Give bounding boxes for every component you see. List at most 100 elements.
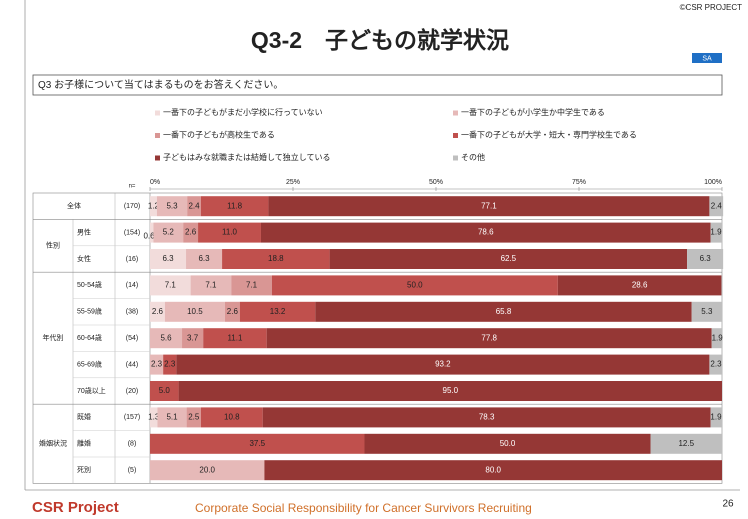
value-label: 1.3 (148, 413, 160, 422)
legend-swatch (155, 133, 160, 138)
bar-segment (150, 460, 265, 481)
value-label: 50.0 (407, 281, 423, 290)
value-label: 2.4 (711, 201, 723, 210)
value-label: 0.6 (143, 232, 155, 241)
bar-segment (182, 328, 204, 349)
chart: 一番下の子どもがまだ小学校に行っていない 一番下の子どもが小学生か中学生である一番… (32, 107, 724, 484)
n-label: (44) (126, 361, 138, 368)
question: Q3 お子様について当てはまるものをお答えください。 (38, 78, 283, 91)
bar-segment (231, 275, 272, 296)
value-label: 2.6 (152, 307, 164, 316)
value-label: 10.5 (187, 307, 203, 316)
row-label: 男性 (77, 227, 91, 236)
row-label: 死別 (77, 465, 91, 474)
bar-segment (153, 222, 184, 243)
row-label: 60-64歳 (77, 333, 102, 342)
n-label: (8) (128, 441, 137, 448)
bar-segment (266, 328, 712, 349)
row-label: 50-54歳 (77, 280, 102, 289)
copyright: ©CSR PROJECT (680, 3, 742, 12)
bar-segment (186, 249, 223, 269)
value-label: 95.0 (443, 386, 459, 395)
value-label: 77.8 (481, 333, 497, 342)
bar-segment (150, 301, 165, 322)
x-tick-label: 25% (286, 179, 300, 186)
tagline: Corporate Social Responsibility for Canc… (195, 501, 532, 515)
slide-title: Q3-2 子どもの就学状況 (251, 27, 509, 53)
n-label: (5) (128, 467, 137, 474)
row-label: 55-59歳 (77, 307, 102, 316)
bar-segment (150, 249, 187, 269)
value-label: 10.8 (224, 413, 240, 422)
bar-segment (150, 196, 157, 217)
bar-segment (156, 196, 188, 217)
bar-segment (200, 196, 269, 217)
value-label: 1.9 (710, 228, 722, 237)
bar-segment (150, 407, 158, 428)
bar-segment (190, 275, 232, 296)
value-label: 20.0 (199, 465, 215, 474)
group-label: 婚姻状況 (39, 439, 67, 448)
bar-segment (709, 196, 724, 217)
value-label: 1.2 (148, 201, 160, 210)
value-label: 5.1 (166, 413, 178, 422)
bar-segment (687, 249, 724, 269)
bar-segment (650, 433, 722, 454)
legend-label: その他 (461, 152, 485, 162)
n-label: (54) (126, 335, 138, 342)
bar-segment (711, 328, 723, 349)
bar-segment (150, 275, 191, 296)
legend-swatch (453, 133, 458, 138)
legend-label: 子どもはみな就職または結婚して独立している (163, 152, 331, 162)
legend-label: 一番下の子どもが小学生か中学生である (461, 107, 605, 117)
n-label: (38) (126, 309, 138, 316)
x-tick-label: 0% (150, 179, 160, 186)
bar-segment (186, 407, 201, 428)
bar-segment (163, 354, 177, 375)
row-label: 全体 (67, 201, 81, 210)
logo: CSR Project (32, 499, 119, 516)
bar-segment (198, 222, 261, 243)
n-header: n= (129, 184, 136, 190)
value-label: 11.0 (222, 228, 238, 237)
value-label: 50.0 (500, 439, 516, 448)
n-label: (14) (126, 282, 138, 289)
row-label: 離婚 (77, 439, 91, 448)
value-label: 2.5 (188, 413, 200, 422)
value-label: 3.7 (187, 333, 199, 342)
bar-segment (222, 249, 330, 269)
value-label: 37.5 (249, 439, 265, 448)
value-label: 78.6 (478, 228, 494, 237)
value-label: 2.4 (188, 201, 200, 210)
value-label: 5.3 (166, 201, 178, 210)
value-label: 5.3 (701, 307, 713, 316)
bar-segment (176, 354, 710, 375)
bar-segment (150, 433, 365, 454)
legend-swatch (453, 155, 458, 161)
n-label: (154) (124, 229, 140, 236)
bar-segment (264, 460, 722, 481)
bar-segment (268, 196, 710, 217)
bar-segment (364, 433, 651, 454)
value-label: 65.8 (496, 307, 512, 316)
question-box (32, 74, 723, 96)
bar-segment (157, 407, 187, 428)
bar-segment (271, 275, 558, 296)
value-label: 11.8 (227, 201, 243, 210)
bar-segment (710, 407, 722, 428)
bar-segment (710, 222, 722, 243)
row-label: 女性 (77, 254, 91, 263)
value-label: 6.3 (198, 254, 210, 263)
value-label: 78.3 (479, 413, 495, 422)
value-label: 1.9 (710, 413, 722, 422)
page-number: 26 (722, 499, 734, 510)
value-label: 28.6 (632, 281, 648, 290)
bar-segment (178, 381, 723, 401)
value-label: 5.0 (159, 386, 171, 395)
value-label: 6.3 (700, 254, 712, 263)
legend-label: 一番下の子どもがまだ小学校に行っていない (163, 107, 323, 117)
group-label: 年代別 (43, 333, 64, 342)
bar-segment (200, 407, 263, 428)
bar-segment (557, 275, 722, 296)
bar-segment (183, 222, 199, 243)
